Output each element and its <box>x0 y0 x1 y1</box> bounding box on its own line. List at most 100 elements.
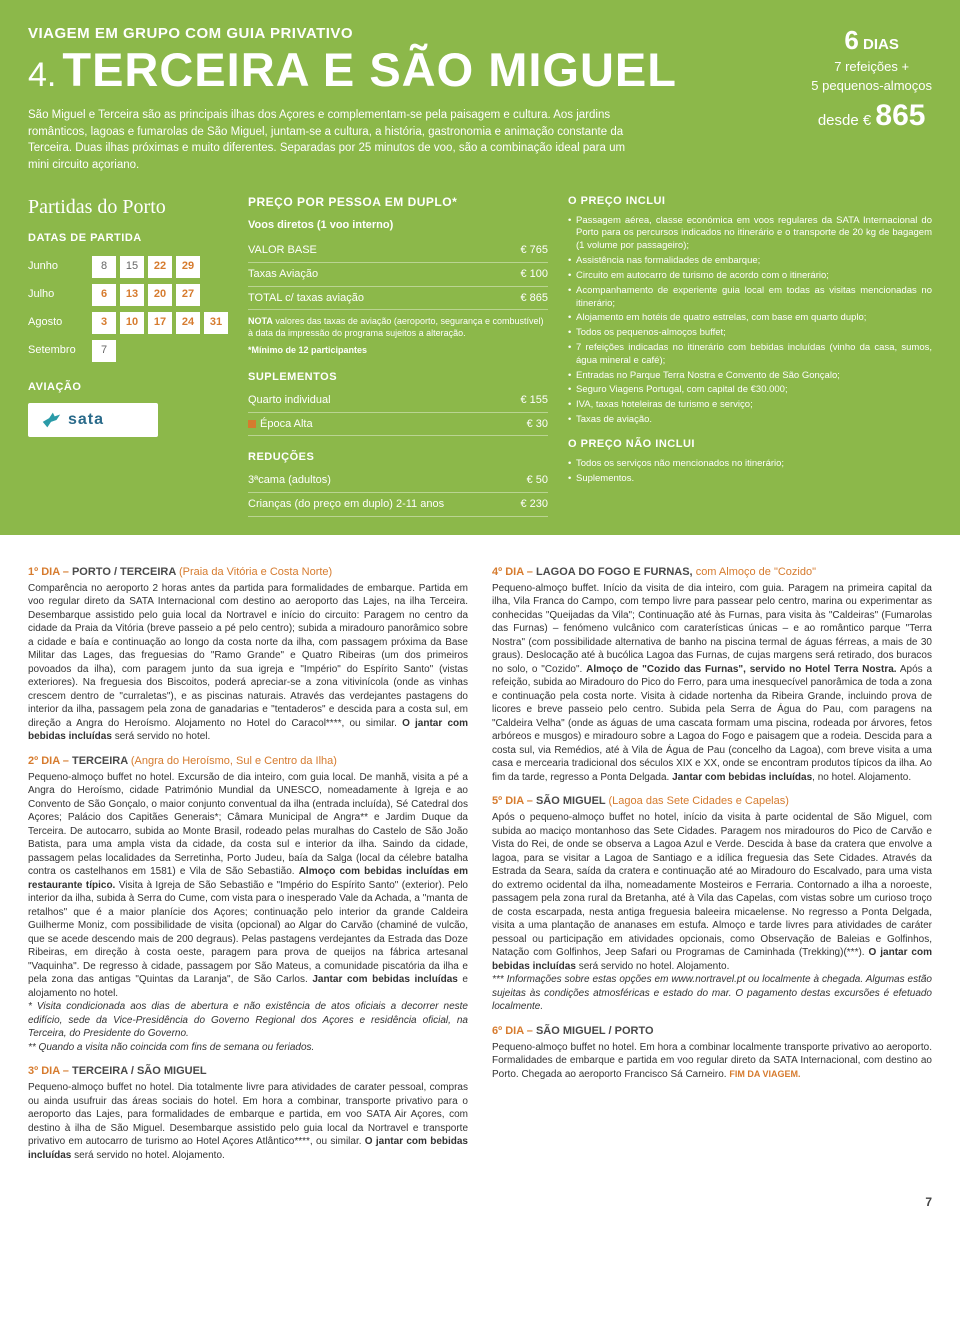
departures-title: Partidas do Porto <box>28 194 228 221</box>
month-label: Junho <box>28 259 88 274</box>
day-block: 6º DIA – SÃO MIGUEL / PORTO Pequeno-almo… <box>492 1024 932 1081</box>
date-cell: 6 <box>92 284 116 306</box>
include-item: Seguro Viagens Portugal, com capital de … <box>568 384 932 397</box>
day-title: 2º DIA – TERCEIRA (Angra do Heroísmo, Su… <box>28 754 468 769</box>
date-row: Julho 6132027 <box>28 284 228 306</box>
date-cell: 3 <box>92 312 116 334</box>
price-row: Taxas Aviação€ 100 <box>248 262 548 286</box>
departures-column: Partidas do Porto DATAS DE PARTIDA Junho… <box>28 194 228 517</box>
departure-dates-label: DATAS DE PARTIDA <box>28 231 228 246</box>
price-head: PREÇO POR PESSOA EM DUPLO* <box>248 194 548 210</box>
badge-price: desde € 865 <box>811 95 932 137</box>
price-note: NOTA valores das taxas de aviação (aerop… <box>248 316 548 339</box>
price-row: Crianças (do preço em duplo) 2-11 anos€ … <box>248 493 548 517</box>
include-item: Taxas de aviação. <box>568 414 932 427</box>
date-cell: 10 <box>120 312 144 334</box>
itinerary-col-left: 1º DIA – PORTO / TERCEIRA (Praia da Vitó… <box>28 555 468 1166</box>
reductions-head: REDUÇÕES <box>248 450 548 465</box>
include-item: IVA, taxas hoteleiras de turismo e servi… <box>568 399 932 412</box>
date-row: Junho 8152229 <box>28 256 228 278</box>
price-row: Época Alta€ 30 <box>248 412 548 436</box>
price-min: *Mínimo de 12 participantes <box>248 344 548 356</box>
day-title: 6º DIA – SÃO MIGUEL / PORTO <box>492 1024 932 1039</box>
exclude-item: Todos os serviços não mencionados no iti… <box>568 458 932 471</box>
date-cell: 29 <box>176 256 200 278</box>
pricing-column: PREÇO POR PESSOA EM DUPLO* Voos diretos … <box>248 194 548 517</box>
date-row: Setembro 7 <box>28 340 228 362</box>
title-row: 4. TERCEIRA E SÃO MIGUEL <box>28 46 932 99</box>
day-title: 4º DIA – LAGOA DO FOGO E FURNAS, com Alm… <box>492 565 932 580</box>
price-badge: 6 DIAS 7 refeições + 5 pequenos-almoços … <box>811 22 932 137</box>
intro-text: São Miguel e Terceira são as principais … <box>28 107 648 174</box>
date-cell: 31 <box>204 312 228 334</box>
include-item: Assistência nas formalidades de embarque… <box>568 255 932 268</box>
date-cell: 20 <box>148 284 172 306</box>
badge-line1: 7 refeições + <box>811 58 932 76</box>
price-sub: Voos diretos (1 voo interno) <box>248 218 548 233</box>
page-number: 7 <box>0 1194 960 1222</box>
page-title: TERCEIRA E SÃO MIGUEL <box>62 46 677 93</box>
include-item: Entradas no Parque Terra Nostra e Conven… <box>568 370 932 383</box>
itinerary-col-right: 4º DIA – LAGOA DO FOGO E FURNAS, com Alm… <box>492 555 932 1166</box>
date-grid: Junho 8152229 Julho 6132027 Agosto 310172431 S… <box>28 256 228 362</box>
day-body: Pequeno-almoço buffet no hotel. Em hora … <box>492 1041 932 1082</box>
date-row: Agosto 310172431 <box>28 312 228 334</box>
price-row: TOTAL c/ taxas aviação€ 865 <box>248 286 548 310</box>
bird-icon <box>40 409 62 431</box>
hero-panel: VIAGEM EM GRUPO COM GUIA PRIVATIVO 4. TE… <box>0 0 960 535</box>
airline-label: AVIAÇÃO <box>28 380 228 395</box>
include-item: Circuito em autocarro de turismo de acor… <box>568 270 932 283</box>
mid-columns: Partidas do Porto DATAS DE PARTIDA Junho… <box>28 194 932 517</box>
date-cell: 13 <box>120 284 144 306</box>
include-item: Todos os pequenos-almoços buffet; <box>568 327 932 340</box>
month-label: Setembro <box>28 343 88 358</box>
supplements-head: SUPLEMENTOS <box>248 370 548 385</box>
price-row: Quarto individual€ 155 <box>248 389 548 412</box>
day-title: 5º DIA – SÃO MIGUEL (Lagoa das Sete Cida… <box>492 794 932 809</box>
airline-logo: sata <box>28 403 158 437</box>
day-title: 1º DIA – PORTO / TERCEIRA (Praia da Vitó… <box>28 565 468 580</box>
title-number: 4. <box>28 53 56 99</box>
exclude-item: Suplementos. <box>568 473 932 486</box>
include-item: Alojamento em hotéis de quatro estrelas,… <box>568 312 932 325</box>
include-item: Acompanhamento de experiente guia local … <box>568 285 932 311</box>
day-body: Pequeno-almoço buffet no hotel. Dia tota… <box>28 1081 468 1162</box>
day-block: 3º DIA – TERCEIRA / SÃO MIGUEL Pequeno-a… <box>28 1064 468 1162</box>
itinerary-body: 1º DIA – PORTO / TERCEIRA (Praia da Vitó… <box>0 535 960 1194</box>
excludes-head: O PREÇO NÃO INCLUI <box>568 437 932 452</box>
month-label: Julho <box>28 287 88 302</box>
day-body: Comparência no aeroporto 2 horas antes d… <box>28 582 468 744</box>
day-title: 3º DIA – TERCEIRA / SÃO MIGUEL <box>28 1064 468 1079</box>
price-table: VALOR BASE€ 765Taxas Aviação€ 100TOTAL c… <box>248 239 548 311</box>
day-body: Após o pequeno-almoço buffet no hotel, i… <box>492 811 932 1014</box>
day-block: 4º DIA – LAGOA DO FOGO E FURNAS, com Alm… <box>492 565 932 784</box>
price-row: VALOR BASE€ 765 <box>248 239 548 262</box>
date-cell: 24 <box>176 312 200 334</box>
badge-line2: 5 pequenos-almoços <box>811 77 932 95</box>
day-block: 5º DIA – SÃO MIGUEL (Lagoa das Sete Cida… <box>492 794 932 1013</box>
day-body: Pequeno-almoço buffet no hotel. Excursão… <box>28 771 468 1055</box>
reductions-table: 3ªcama (adultos)€ 50Crianças (do preço e… <box>248 469 548 517</box>
day-block: 1º DIA – PORTO / TERCEIRA (Praia da Vitó… <box>28 565 468 744</box>
includes-list: Passagem aérea, classe económica em voos… <box>568 215 932 427</box>
date-cell: 15 <box>120 256 144 278</box>
includes-column: O PREÇO INCLUI Passagem aérea, classe ec… <box>568 194 932 517</box>
excludes-list: Todos os serviços não mencionados no iti… <box>568 458 932 486</box>
date-cell: 17 <box>148 312 172 334</box>
price-row: 3ªcama (adultos)€ 50 <box>248 469 548 492</box>
supertitle: VIAGEM EM GRUPO COM GUIA PRIVATIVO <box>28 24 932 44</box>
includes-head: O PREÇO INCLUI <box>568 194 932 209</box>
date-cell: 27 <box>176 284 200 306</box>
supplements-table: Quarto individual€ 155Época Alta€ 30 <box>248 389 548 437</box>
month-label: Agosto <box>28 315 88 330</box>
include-item: Passagem aérea, classe económica em voos… <box>568 215 932 253</box>
day-body: Pequeno-almoço buffet. Início da visita … <box>492 582 932 785</box>
date-cell: 8 <box>92 256 116 278</box>
day-block: 2º DIA – TERCEIRA (Angra do Heroísmo, Su… <box>28 754 468 1054</box>
date-cell: 7 <box>92 340 116 362</box>
badge-days: 6 DIAS <box>811 22 932 58</box>
include-item: 7 refeições indicadas no itinerário com … <box>568 342 932 368</box>
airline-name: sata <box>68 409 104 431</box>
epoch-marker-icon <box>248 420 256 428</box>
date-cell: 22 <box>148 256 172 278</box>
